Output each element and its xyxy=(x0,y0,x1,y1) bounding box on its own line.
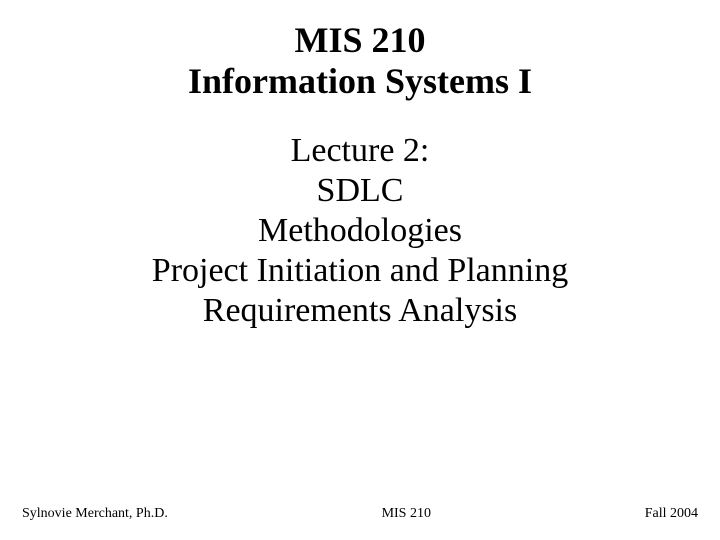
title-line-1: MIS 210 xyxy=(0,20,720,61)
footer-term: Fall 2004 xyxy=(645,506,698,522)
footer-author: Sylnovie Merchant, Ph.D. xyxy=(22,506,168,522)
body-line-3: Methodologies xyxy=(0,211,720,251)
slide-title: MIS 210 Information Systems I xyxy=(0,0,720,103)
slide-footer: Sylnovie Merchant, Ph.D. MIS 210 Fall 20… xyxy=(0,506,720,522)
body-line-1: Lecture 2: xyxy=(0,131,720,171)
body-line-2: SDLC xyxy=(0,171,720,211)
body-line-4: Project Initiation and Planning xyxy=(0,251,720,291)
slide-body: Lecture 2: SDLC Methodologies Project In… xyxy=(0,103,720,332)
title-line-2: Information Systems I xyxy=(0,61,720,102)
footer-course: MIS 210 xyxy=(382,506,431,522)
body-line-5: Requirements Analysis xyxy=(0,291,720,331)
